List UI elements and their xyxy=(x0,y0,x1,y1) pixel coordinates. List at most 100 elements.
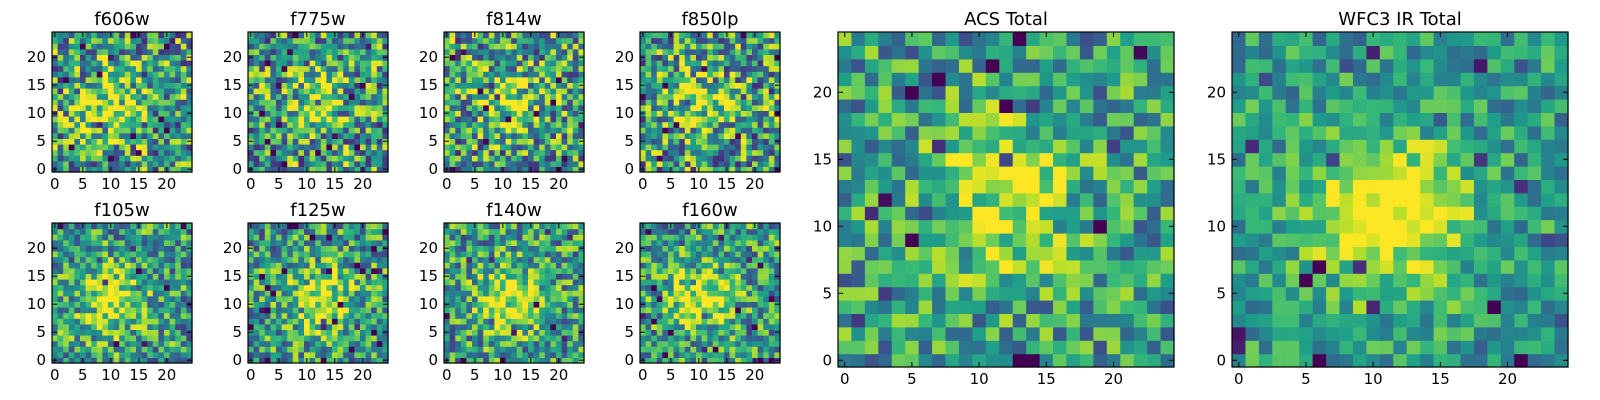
heatmap-cell xyxy=(701,279,708,286)
heatmap-cell xyxy=(360,351,367,358)
heatmap-cell xyxy=(684,312,691,319)
heatmap-cell xyxy=(522,99,529,106)
heatmap-cell xyxy=(640,43,647,50)
heatmap-cell xyxy=(724,155,731,162)
heatmap-cell xyxy=(757,340,764,347)
y-tick-label: 0 xyxy=(428,160,438,178)
heatmap-cell xyxy=(662,155,669,162)
heatmap-cell xyxy=(724,346,731,353)
heatmap-cell xyxy=(673,301,680,308)
heatmap-cell xyxy=(360,251,367,258)
heatmap-cell xyxy=(320,267,327,274)
heatmap-cell xyxy=(108,88,115,95)
heatmap-cell xyxy=(74,340,81,347)
heatmap-cell xyxy=(186,88,193,95)
heatmap-cell xyxy=(96,290,103,297)
heatmap-cell xyxy=(130,138,137,145)
heatmap-cell xyxy=(152,228,159,235)
heatmap-cell xyxy=(768,279,775,286)
heatmap-cell xyxy=(533,318,540,325)
heatmap-cell xyxy=(522,301,529,308)
heatmap-cell xyxy=(651,160,658,167)
heatmap-cell xyxy=(276,88,283,95)
heatmap-cell xyxy=(488,104,495,111)
heatmap-cell xyxy=(337,223,344,230)
heatmap-cell xyxy=(740,149,747,156)
heatmap-cell xyxy=(130,99,137,106)
heatmap-cell xyxy=(455,301,462,308)
y-tick-label: 15 xyxy=(223,267,242,285)
heatmap-cell xyxy=(572,234,579,241)
heatmap-cell xyxy=(52,43,59,50)
heatmap-cell xyxy=(511,251,518,258)
heatmap-cell xyxy=(768,48,775,55)
heatmap-cell xyxy=(315,301,322,308)
heatmap-cell xyxy=(460,251,467,258)
heatmap-cell xyxy=(460,234,467,241)
heatmap-cell xyxy=(483,48,490,55)
heatmap-cell xyxy=(332,82,339,89)
heatmap-cell xyxy=(656,54,663,61)
heatmap-cell xyxy=(528,340,535,347)
heatmap-cell xyxy=(455,273,462,280)
heatmap-cell xyxy=(763,340,770,347)
heatmap-cell xyxy=(578,318,585,325)
heatmap-cell xyxy=(444,256,451,263)
heatmap-cell xyxy=(152,138,159,145)
heatmap-cell xyxy=(511,65,518,72)
heatmap-cell xyxy=(533,121,540,128)
heatmap-cell xyxy=(472,71,479,78)
heatmap-cell xyxy=(365,149,372,156)
heatmap-cell xyxy=(68,323,75,330)
heatmap-cell xyxy=(724,340,731,347)
heatmap-cell xyxy=(701,144,708,151)
heatmap-cell xyxy=(718,116,725,123)
heatmap-cell xyxy=(158,155,165,162)
heatmap-cell xyxy=(158,99,165,106)
heatmap-cell xyxy=(684,121,691,128)
heatmap-cell xyxy=(91,82,98,89)
heatmap-cell xyxy=(376,37,383,44)
heatmap-cell xyxy=(752,37,759,44)
heatmap-cell xyxy=(539,228,546,235)
heatmap-cell xyxy=(572,127,579,134)
heatmap-cell xyxy=(556,256,563,263)
heatmap-cell xyxy=(707,166,714,173)
heatmap-cell xyxy=(57,160,64,167)
heatmap-cell xyxy=(332,234,339,241)
heatmap-cell xyxy=(276,60,283,67)
heatmap-cell xyxy=(91,37,98,44)
heatmap-cell xyxy=(292,48,299,55)
heatmap-cell xyxy=(287,234,294,241)
heatmap-cell xyxy=(544,116,551,123)
heatmap-cell xyxy=(175,127,182,134)
heatmap-cell xyxy=(533,267,540,274)
heatmap-cell xyxy=(735,138,742,145)
heatmap-cell xyxy=(746,144,753,151)
heatmap-cell xyxy=(752,279,759,286)
heatmap-cell xyxy=(763,323,770,330)
heatmap-cell xyxy=(80,318,87,325)
heatmap-cell xyxy=(460,93,467,100)
heatmap-cell xyxy=(102,267,109,274)
heatmap-cell xyxy=(248,267,255,274)
heatmap-cell xyxy=(360,290,367,297)
heatmap-cell xyxy=(63,93,70,100)
heatmap-cell xyxy=(326,234,333,241)
heatmap-cell xyxy=(281,127,288,134)
heatmap-cell xyxy=(180,351,187,358)
heatmap-cell xyxy=(455,318,462,325)
heatmap-cell xyxy=(572,48,579,55)
heatmap-cell xyxy=(763,357,770,364)
heatmap-cell xyxy=(354,144,361,151)
heatmap-cell xyxy=(460,110,467,117)
heatmap-cell xyxy=(544,93,551,100)
heatmap-cell xyxy=(365,88,372,95)
heatmap-cell xyxy=(701,312,708,319)
heatmap-cell xyxy=(752,99,759,106)
heatmap-cell xyxy=(516,166,523,173)
heatmap-cell xyxy=(460,323,467,330)
heatmap-cell xyxy=(152,93,159,100)
heatmap-cell xyxy=(746,295,753,302)
heatmap-cell xyxy=(80,71,87,78)
